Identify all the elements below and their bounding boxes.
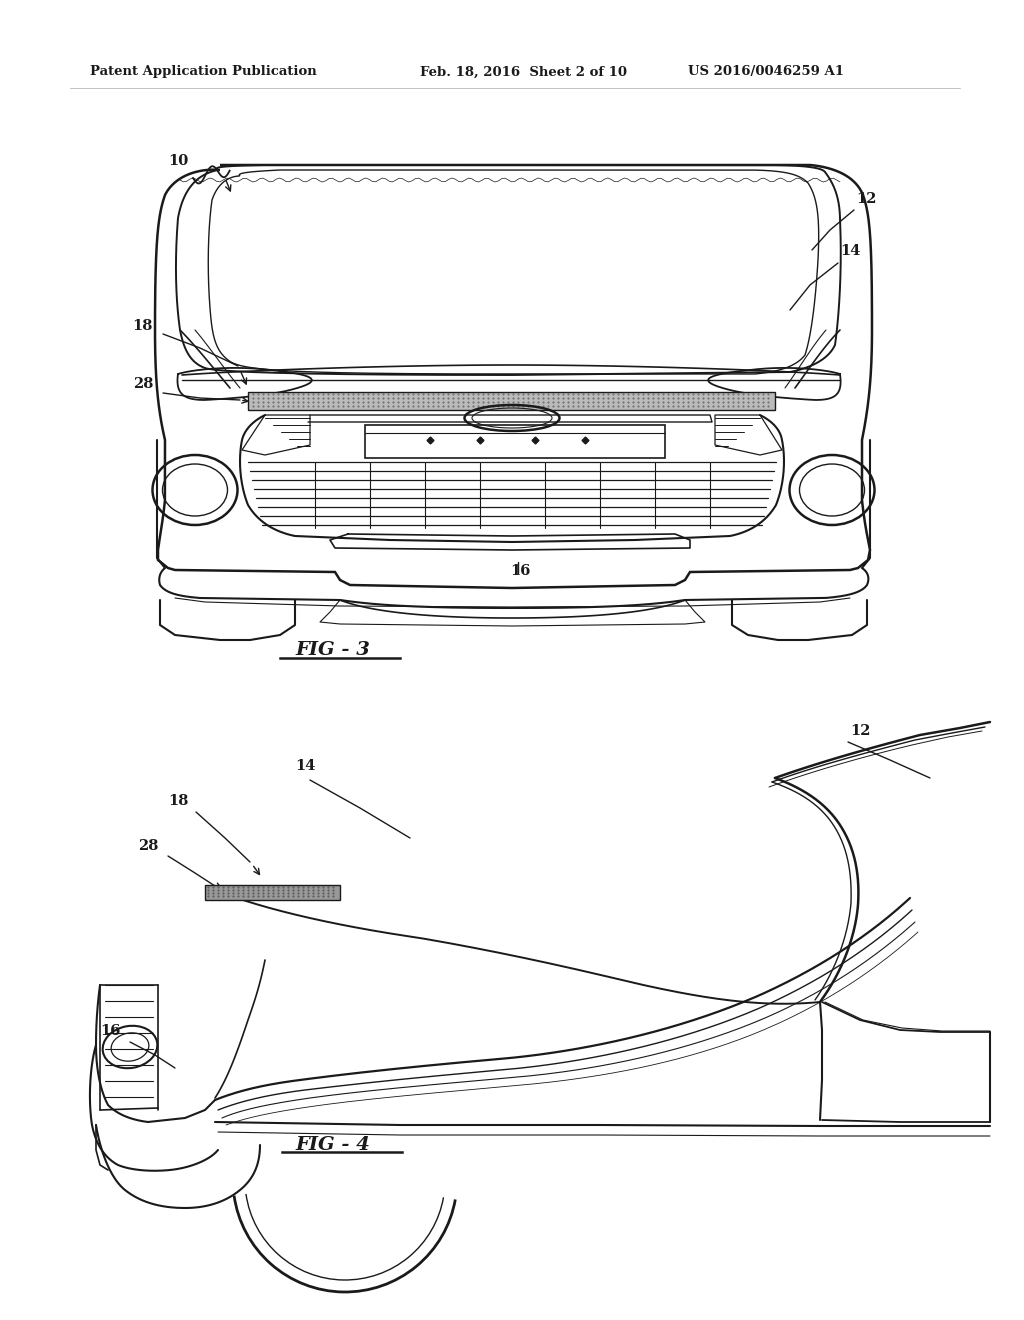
Text: 12: 12 xyxy=(850,723,870,738)
Text: 10: 10 xyxy=(168,154,188,168)
Text: 18: 18 xyxy=(132,319,153,333)
Text: 28: 28 xyxy=(133,378,154,391)
Text: US 2016/0046259 A1: US 2016/0046259 A1 xyxy=(688,66,844,78)
Polygon shape xyxy=(248,392,775,411)
Text: 28: 28 xyxy=(138,840,159,853)
Text: Feb. 18, 2016  Sheet 2 of 10: Feb. 18, 2016 Sheet 2 of 10 xyxy=(420,66,627,78)
Text: 14: 14 xyxy=(840,244,860,257)
Text: 16: 16 xyxy=(100,1024,121,1038)
Text: Patent Application Publication: Patent Application Publication xyxy=(90,66,316,78)
Polygon shape xyxy=(205,884,340,900)
Text: 12: 12 xyxy=(856,191,877,206)
Text: FIG - 3: FIG - 3 xyxy=(295,642,370,659)
Text: 18: 18 xyxy=(168,795,188,808)
Text: FIG - 4: FIG - 4 xyxy=(295,1137,370,1154)
Text: 14: 14 xyxy=(295,759,315,774)
Text: 16: 16 xyxy=(510,564,530,578)
